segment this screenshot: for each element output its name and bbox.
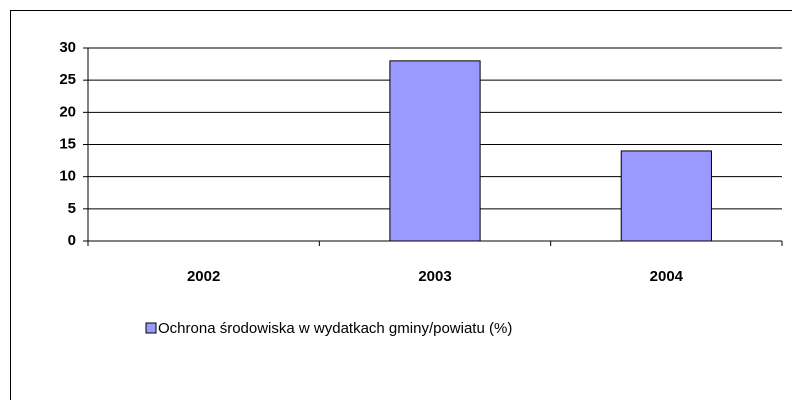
x-tick-label: 2002	[187, 268, 220, 285]
x-tick-label: 2004	[650, 268, 684, 285]
bar	[620, 150, 712, 242]
x-tick-label: 2003	[418, 268, 451, 285]
y-tick-label: 0	[68, 232, 76, 249]
bar	[389, 60, 481, 242]
legend-swatch	[145, 322, 157, 334]
y-tick-label: 10	[59, 168, 76, 185]
y-tick-label: 5	[68, 200, 76, 217]
y-tick-label: 15	[59, 135, 76, 152]
y-tick-label: 30	[59, 39, 76, 56]
y-tick-label: 25	[59, 71, 76, 88]
y-tick-label: 20	[59, 103, 76, 120]
legend-label: Ochrona środowiska w wydatkach gminy/pow…	[158, 320, 512, 337]
